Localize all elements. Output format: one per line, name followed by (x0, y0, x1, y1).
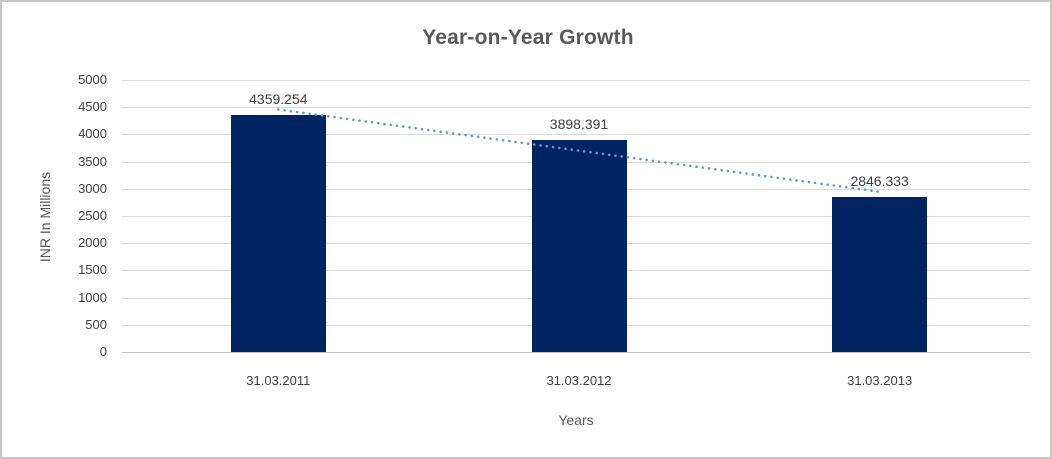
y-tick-label: 4500 (78, 99, 107, 115)
bar (832, 197, 928, 352)
y-tick-label: 2000 (78, 235, 107, 251)
x-tick-label: 31.03.2012 (546, 373, 612, 388)
x-tick-label: 31.03.2013 (847, 373, 913, 388)
bar (531, 139, 627, 352)
data-label: 3898.391 (549, 115, 609, 132)
y-tick-label: 3500 (78, 153, 107, 169)
bar (230, 114, 326, 352)
y-tick-label: 1000 (78, 289, 107, 305)
x-axis-title: Years (558, 412, 594, 428)
y-tick-label: 0 (99, 344, 107, 359)
x-axis-line (122, 352, 1030, 353)
y-tick-label: 3000 (78, 180, 107, 196)
y-tick-label: 1500 (78, 262, 107, 278)
data-label: 4359.254 (249, 90, 308, 107)
chart-title: Year-on-Year Growth (422, 26, 634, 49)
y-tick-label: 2500 (78, 208, 107, 223)
gridline (122, 80, 1030, 81)
data-label: 2846.333 (850, 173, 909, 190)
y-tick-label: 500 (85, 316, 107, 332)
gridline (122, 107, 1030, 109)
y-tick-label: 4000 (78, 126, 107, 142)
y-tick-label: 5000 (78, 72, 107, 87)
x-tick-label: 31.03.2011 (246, 373, 311, 388)
